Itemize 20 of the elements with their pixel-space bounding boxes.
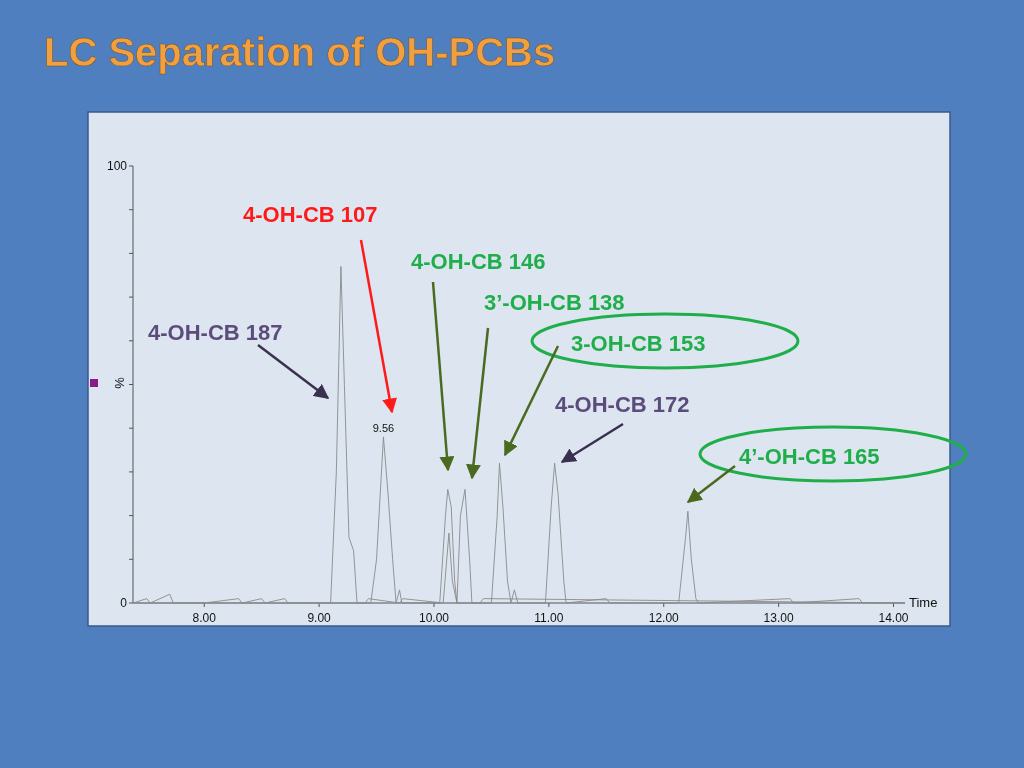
x-tick-label: 13.00 bbox=[763, 611, 794, 625]
y-tick-label: 100 bbox=[106, 159, 128, 173]
annotation: 4-OH-CB 187 bbox=[148, 320, 283, 345]
annotation: 4-OH-CB 172 bbox=[555, 392, 690, 417]
annotation: 4-OH-CB 107 bbox=[243, 202, 378, 227]
x-tick-label: 8.00 bbox=[192, 611, 217, 625]
y-tick-label: 0 bbox=[120, 596, 128, 610]
x-axis-title: Time bbox=[909, 595, 938, 610]
x-tick-label: 9.00 bbox=[307, 611, 332, 625]
annotation: 4-OH-CB 146 bbox=[411, 249, 546, 274]
y-axis-title: % bbox=[112, 376, 127, 389]
annotation: 9.56 bbox=[372, 421, 395, 434]
x-tick-label: 12.00 bbox=[648, 611, 680, 625]
chart-title: LC Separation of OH-PCBs bbox=[44, 30, 556, 74]
x-tick-label: 11.00 bbox=[534, 611, 564, 625]
x-tick-label: 14.00 bbox=[878, 611, 909, 625]
annotation: 4’-OH-CB 165 bbox=[739, 444, 880, 469]
annotation: 3-OH-CB 153 bbox=[571, 331, 706, 356]
annotation: 3’-OH-CB 138 bbox=[484, 290, 625, 315]
x-tick-label: 10.00 bbox=[418, 611, 450, 625]
